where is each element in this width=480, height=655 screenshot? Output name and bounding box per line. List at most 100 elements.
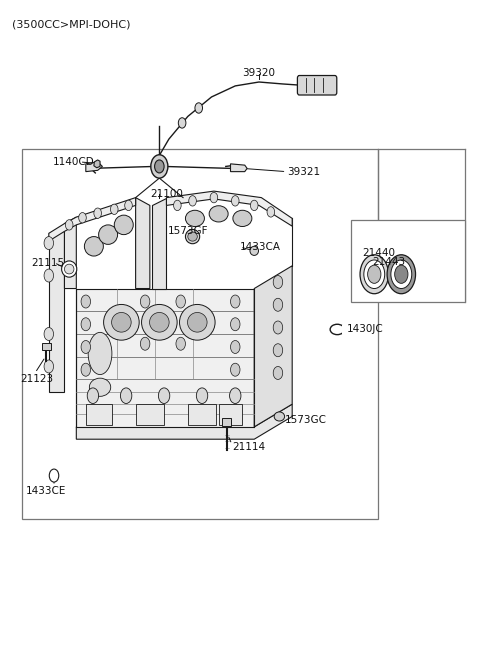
Text: 1433CE: 1433CE <box>25 486 66 496</box>
Polygon shape <box>136 198 150 289</box>
Circle shape <box>273 276 283 289</box>
Circle shape <box>79 213 86 223</box>
Circle shape <box>273 344 283 357</box>
Bar <box>42 343 51 350</box>
Circle shape <box>44 236 54 250</box>
Circle shape <box>140 295 150 308</box>
Ellipse shape <box>64 264 74 274</box>
Polygon shape <box>86 162 102 172</box>
Ellipse shape <box>364 260 384 289</box>
Ellipse shape <box>84 236 103 256</box>
Circle shape <box>195 103 203 113</box>
Ellipse shape <box>209 206 228 222</box>
Text: 1433CA: 1433CA <box>240 242 281 252</box>
Circle shape <box>174 200 181 211</box>
Circle shape <box>81 341 91 354</box>
Text: 21100: 21100 <box>150 189 183 198</box>
Circle shape <box>273 298 283 311</box>
Circle shape <box>81 318 91 331</box>
Ellipse shape <box>188 232 197 241</box>
Circle shape <box>44 360 54 373</box>
Circle shape <box>94 208 101 218</box>
Text: 1573GF: 1573GF <box>168 227 208 236</box>
Circle shape <box>229 388 241 403</box>
Ellipse shape <box>88 332 112 375</box>
Ellipse shape <box>112 312 131 332</box>
Circle shape <box>230 364 240 376</box>
Ellipse shape <box>250 246 259 255</box>
Circle shape <box>267 207 275 217</box>
Circle shape <box>251 200 258 211</box>
Ellipse shape <box>185 229 200 244</box>
Ellipse shape <box>395 265 408 284</box>
Circle shape <box>231 196 239 206</box>
Circle shape <box>230 318 240 331</box>
Circle shape <box>81 295 91 308</box>
Bar <box>342 325 348 334</box>
Text: 21443: 21443 <box>372 257 405 267</box>
Circle shape <box>87 388 98 403</box>
Polygon shape <box>76 289 254 427</box>
Ellipse shape <box>233 210 252 227</box>
Ellipse shape <box>185 210 204 227</box>
Polygon shape <box>49 231 64 392</box>
Polygon shape <box>86 404 112 425</box>
Circle shape <box>273 321 283 334</box>
Circle shape <box>210 193 218 203</box>
Text: 39320: 39320 <box>242 68 276 78</box>
Text: 39321: 39321 <box>288 166 321 177</box>
Bar <box>22 149 378 519</box>
Polygon shape <box>254 266 292 427</box>
Ellipse shape <box>98 225 118 244</box>
Circle shape <box>176 295 185 308</box>
Polygon shape <box>152 198 167 289</box>
Circle shape <box>230 341 240 354</box>
Bar <box>222 419 231 426</box>
Ellipse shape <box>114 215 133 234</box>
Circle shape <box>230 295 240 308</box>
Bar <box>351 220 466 301</box>
Polygon shape <box>136 404 164 425</box>
Ellipse shape <box>368 265 381 284</box>
Circle shape <box>155 160 164 173</box>
Text: 21114: 21114 <box>232 442 265 452</box>
Circle shape <box>65 219 73 230</box>
Ellipse shape <box>188 312 207 332</box>
Text: (3500CC>MPI-DOHC): (3500CC>MPI-DOHC) <box>12 19 131 29</box>
Text: 1140CD: 1140CD <box>53 157 95 167</box>
Circle shape <box>110 204 118 214</box>
Circle shape <box>151 155 168 178</box>
Polygon shape <box>94 160 100 168</box>
Text: 21440: 21440 <box>362 248 396 258</box>
Circle shape <box>176 337 185 350</box>
Polygon shape <box>230 164 247 172</box>
Circle shape <box>125 200 132 211</box>
Ellipse shape <box>150 312 169 332</box>
Circle shape <box>140 337 150 350</box>
Text: 1430JC: 1430JC <box>347 324 384 334</box>
Ellipse shape <box>142 305 177 340</box>
Text: 21115: 21115 <box>31 257 64 267</box>
Ellipse shape <box>391 260 412 289</box>
Ellipse shape <box>104 305 139 340</box>
Polygon shape <box>76 404 292 440</box>
Circle shape <box>44 269 54 282</box>
Circle shape <box>81 364 91 376</box>
Ellipse shape <box>360 255 388 293</box>
Circle shape <box>120 388 132 403</box>
Polygon shape <box>188 404 216 425</box>
Ellipse shape <box>89 378 111 396</box>
FancyBboxPatch shape <box>298 75 337 95</box>
Circle shape <box>49 469 59 482</box>
Polygon shape <box>64 217 76 289</box>
Ellipse shape <box>387 255 416 293</box>
Ellipse shape <box>180 305 215 340</box>
Ellipse shape <box>274 412 285 421</box>
Polygon shape <box>49 198 136 241</box>
Circle shape <box>179 118 186 128</box>
Circle shape <box>44 328 54 341</box>
Circle shape <box>273 366 283 379</box>
Polygon shape <box>219 404 242 425</box>
Circle shape <box>189 196 196 206</box>
Polygon shape <box>167 191 292 226</box>
